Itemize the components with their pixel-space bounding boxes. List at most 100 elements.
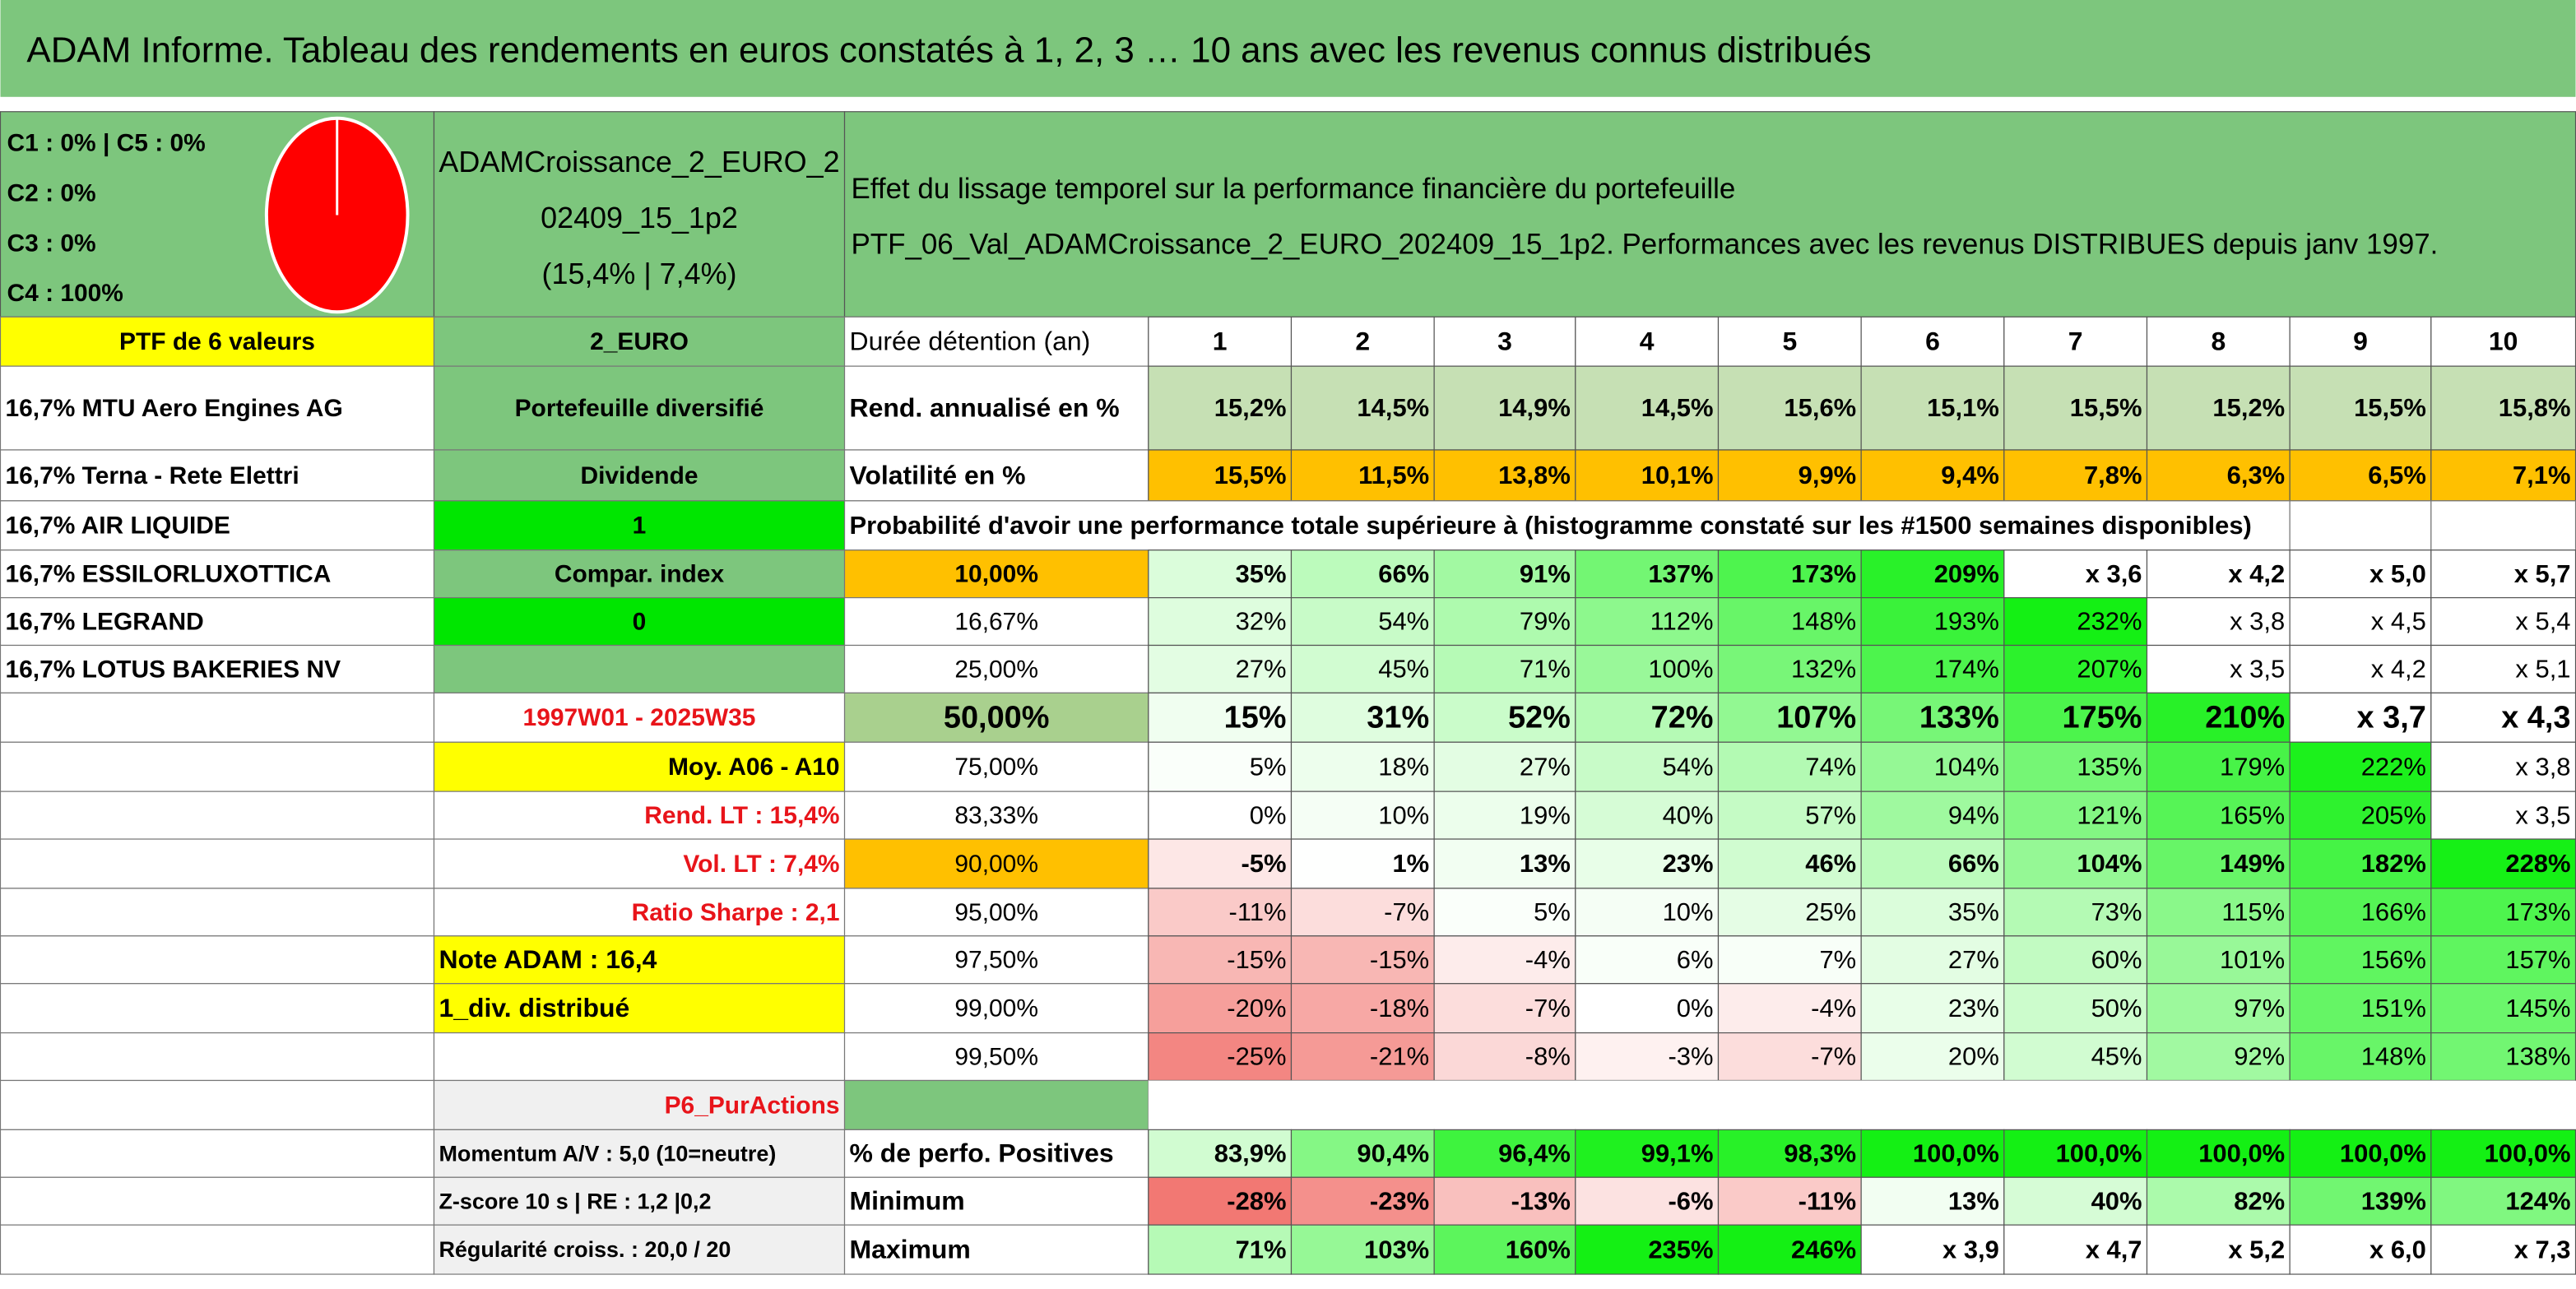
value-cell-bg [2430, 741, 2576, 792]
value-cell: 7% [1819, 945, 1856, 974]
column-header-bg [1148, 316, 1293, 367]
value-cell: 151% [2361, 994, 2426, 1022]
value-cell: 10% [1378, 800, 1429, 829]
holding-bg [0, 741, 435, 792]
value-cell-bg [2146, 1224, 2291, 1275]
value-cell: x 3,5 [2515, 800, 2570, 829]
value-cell-bg [2430, 692, 2576, 743]
value-cell: x 3,8 [2230, 607, 2285, 636]
value-cell: 228% [2505, 849, 2570, 878]
value-cell-bg [1717, 1032, 1862, 1082]
value-cell: 0% [1250, 800, 1287, 829]
holding-bg [0, 1129, 435, 1178]
portfolio-name: (15,4% | 7,4%) [542, 257, 737, 290]
value-cell: 40% [1663, 800, 1714, 829]
value-cell: 10% [1663, 897, 1714, 926]
value-cell-bg [2146, 791, 2291, 840]
holding-bg [0, 1176, 435, 1226]
value-cell: 100,0% [2485, 1138, 2571, 1167]
value-cell: 148% [1791, 607, 1856, 636]
value-cell: 193% [1934, 607, 1999, 636]
value-cell: 9,9% [1799, 461, 1857, 489]
value-cell-bg [1290, 1032, 1435, 1082]
side-info-bg [433, 597, 846, 647]
value-cell: -25% [1227, 1042, 1286, 1071]
value-cell-bg [1148, 838, 1293, 889]
value-cell-bg [1148, 365, 1293, 451]
value-cell-bg [1433, 365, 1576, 451]
value-cell-bg [1717, 1176, 1862, 1226]
value-cell-bg [1860, 1176, 2005, 1226]
value-cell-bg [2003, 644, 2148, 693]
column-header: 2 [1355, 327, 1370, 356]
title: ADAM Informe. Tableau des rendements en … [26, 30, 1871, 70]
row-label-bg [843, 316, 1149, 367]
row-label: 90,00% [954, 851, 1038, 878]
side-info-bg [433, 449, 846, 502]
value-cell-bg [2289, 1176, 2432, 1226]
value-cell: 50% [2091, 994, 2142, 1022]
value-cell: 27% [1520, 752, 1571, 781]
value-cell: 66% [1948, 849, 1999, 878]
side-info: 1997W01 - 2025W35 [523, 704, 756, 731]
value-cell: 103% [1364, 1235, 1429, 1263]
value-cell-bg [2430, 935, 2576, 985]
value-cell-bg [1860, 1224, 2005, 1275]
value-cell-bg [1148, 549, 1293, 599]
holding-bg [0, 1032, 435, 1082]
value-cell-bg [2003, 935, 2148, 985]
value-cell-bg [1860, 838, 2005, 889]
value-cell-bg [1290, 838, 1435, 889]
holding-bg [0, 692, 435, 743]
value-cell: 9,4% [1941, 461, 1999, 489]
value-cell: 15,2% [1214, 393, 1287, 422]
value-cell-bg [1433, 791, 1576, 840]
value-cell: x 7,3 [2514, 1235, 2571, 1263]
value-cell-bg [1717, 692, 1862, 743]
value-cell: x 3,6 [2086, 559, 2142, 588]
column-header-bg [2430, 316, 2576, 367]
value-cell: -7% [1811, 1042, 1856, 1071]
value-cell-bg [1575, 1224, 1720, 1275]
value-cell: 101% [2220, 945, 2285, 974]
value-cell-bg [1575, 365, 1720, 451]
value-cell: 15,2% [2212, 393, 2285, 422]
title-band [0, 0, 2576, 97]
side-info: Moy. A06 - A10 [668, 753, 840, 781]
value-cell-bg [2003, 1129, 2148, 1178]
side-info: Dividende [580, 462, 698, 489]
value-cell: 182% [2361, 849, 2426, 878]
value-cell-bg [2289, 888, 2432, 937]
value-cell-bg [2289, 791, 2432, 840]
side-info-bg [433, 1129, 846, 1178]
value-cell-bg [1860, 791, 2005, 840]
value-cell: 174% [1934, 655, 1999, 684]
value-cell: x 3,5 [2230, 655, 2285, 684]
row-label: 10,00% [954, 561, 1038, 588]
holding-bg [0, 838, 435, 889]
value-cell: x 5,7 [2514, 559, 2571, 588]
value-cell: x 3,7 [2357, 700, 2426, 735]
description-cell [843, 111, 2576, 318]
value-cell: -28% [1227, 1186, 1286, 1215]
value-cell: 149% [2220, 849, 2285, 878]
value-cell: 100,0% [2198, 1138, 2285, 1167]
value-cell: 156% [2361, 945, 2426, 974]
row-label: Rend. annualisé en % [850, 392, 1120, 422]
value-cell: 14,5% [1641, 393, 1714, 422]
value-cell: -11% [1229, 897, 1287, 926]
value-cell: 46% [1805, 849, 1856, 878]
column-header-bg [1575, 316, 1720, 367]
value-cell: 97% [2234, 994, 2285, 1022]
value-cell-bg [2430, 1129, 2576, 1178]
value-cell-bg [2430, 1032, 2576, 1082]
side-info: 1 [633, 512, 647, 540]
value-cell-bg [2146, 935, 2291, 985]
value-cell-bg [2003, 791, 2148, 840]
value-cell: 60% [2091, 945, 2142, 974]
value-cell: 179% [2220, 752, 2285, 781]
column-header-bg [1717, 316, 1862, 367]
value-cell: 133% [1919, 700, 1999, 735]
value-cell-bg [2289, 935, 2432, 985]
value-cell: 32% [1236, 607, 1287, 636]
